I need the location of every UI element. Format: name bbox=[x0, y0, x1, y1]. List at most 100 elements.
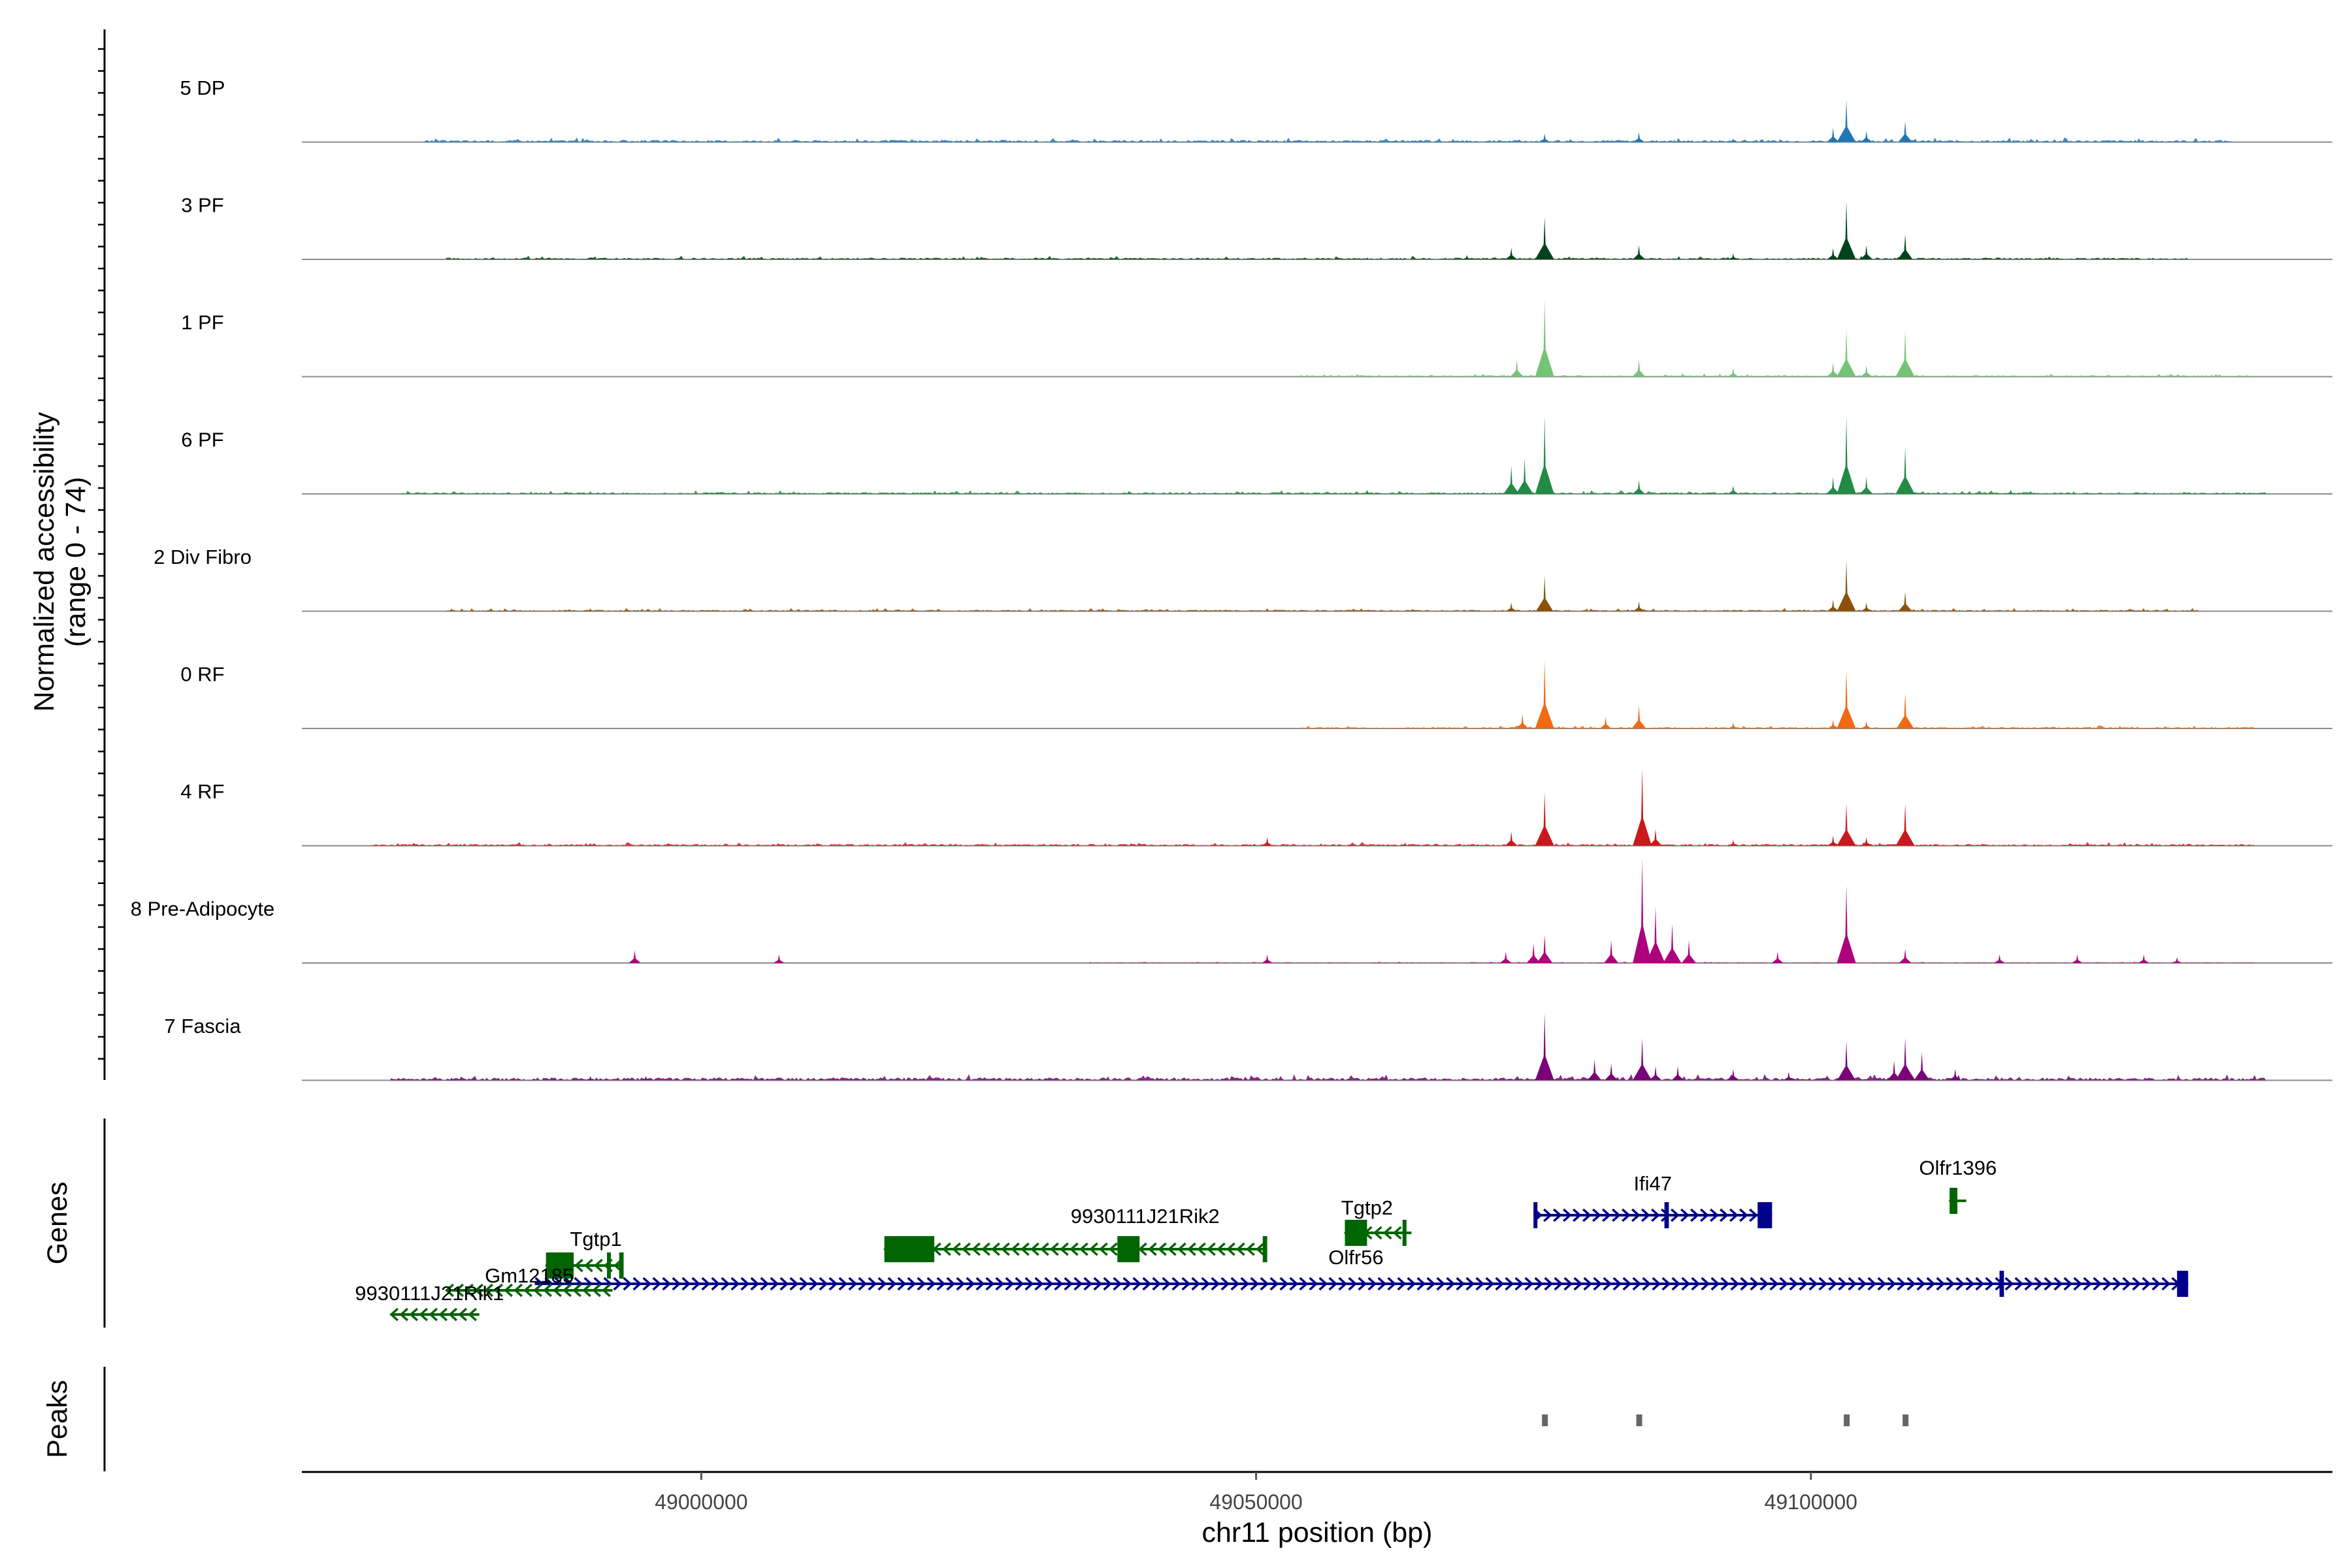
gene-label: Tgtp2 bbox=[1341, 1196, 1393, 1219]
track-peak bbox=[1859, 477, 1873, 494]
track-background-signal bbox=[1300, 725, 2255, 728]
track-peak bbox=[2005, 489, 2016, 494]
track-peak bbox=[1827, 127, 1840, 142]
track-peak bbox=[1535, 299, 1554, 377]
track-peak bbox=[640, 1076, 651, 1081]
gene-label: Olfr56 bbox=[1328, 1246, 1383, 1269]
track-peak bbox=[1633, 601, 1645, 612]
track-label: 7 Fascia bbox=[164, 1015, 241, 1037]
x-axis-ticks: 49000000 49050000 49100000 bbox=[655, 1472, 1857, 1514]
gene-9930111j21rik2: 9930111J21Rik2 bbox=[883, 1205, 1267, 1262]
track-peak bbox=[1898, 591, 1912, 612]
track-peak bbox=[1837, 885, 1856, 963]
track-peak bbox=[1535, 217, 1554, 259]
gene-exon bbox=[1999, 1271, 2004, 1297]
track-background-signal bbox=[390, 1074, 2266, 1081]
track-peak bbox=[2172, 957, 2183, 963]
track-peak bbox=[1887, 1060, 1901, 1081]
track-peak bbox=[1633, 768, 1652, 846]
track-label: 2 Div Fibro bbox=[154, 546, 252, 568]
track-peak bbox=[1895, 330, 1915, 377]
track-peak bbox=[1663, 923, 1682, 963]
track-peak bbox=[1526, 943, 1541, 963]
track-peak bbox=[446, 608, 457, 612]
track-background-signal bbox=[423, 137, 2233, 142]
track-peak bbox=[1503, 465, 1520, 494]
track-peak bbox=[1262, 955, 1273, 963]
strand-arrows bbox=[389, 1307, 478, 1322]
gene-exon bbox=[2177, 1271, 2189, 1297]
x-tick-label: 49100000 bbox=[1765, 1490, 1857, 1514]
track-peak bbox=[1499, 951, 1512, 963]
track-peak bbox=[1860, 131, 1872, 142]
track-label: 3 PF bbox=[181, 194, 223, 217]
gene-olfr1396: Olfr1396 bbox=[1919, 1156, 1997, 1214]
track-7-fascia: 7 Fascia bbox=[164, 1012, 2332, 1081]
track-peak bbox=[1826, 477, 1840, 494]
track-peak bbox=[1994, 955, 2005, 963]
track-peak bbox=[773, 955, 785, 963]
track-peak bbox=[1727, 840, 1739, 846]
track-peak bbox=[1510, 359, 1524, 377]
track-peak bbox=[585, 491, 596, 494]
gene-label: Gm12185 bbox=[485, 1264, 574, 1287]
track-peak bbox=[1671, 1066, 1684, 1081]
track-peak bbox=[1587, 1059, 1602, 1081]
y-axis-ticks bbox=[98, 48, 105, 1060]
track-peak bbox=[1633, 1037, 1652, 1081]
track-3-pf: 3 PF bbox=[181, 194, 2332, 260]
gene-gm12185: Gm12185 bbox=[445, 1264, 613, 1298]
gene-label: Ifi47 bbox=[1633, 1172, 1672, 1195]
gene-exon bbox=[1262, 1236, 1267, 1262]
track-peak bbox=[1827, 248, 1839, 259]
gene-exon bbox=[1757, 1202, 1772, 1228]
peaks-panel-title: Peaks bbox=[42, 1380, 73, 1458]
track-background-signal bbox=[1300, 373, 2255, 377]
track-peak bbox=[1837, 99, 1856, 142]
gene-label: 9930111J21Rik1 bbox=[355, 1282, 504, 1305]
track-peak bbox=[1462, 255, 1472, 259]
peak-region bbox=[1542, 1414, 1548, 1426]
gene-exon bbox=[619, 1252, 624, 1279]
x-axis-title: chr11 position (bp) bbox=[1202, 1517, 1433, 1548]
track-background-signal bbox=[1089, 962, 2255, 963]
peak-region bbox=[1636, 1414, 1642, 1426]
gene-exon bbox=[1664, 1202, 1669, 1228]
track-peak bbox=[1949, 1069, 1961, 1081]
track-peak bbox=[1837, 560, 1856, 612]
track-peak bbox=[1771, 951, 1784, 963]
track-2-div-fibro: 2 Div Fibro bbox=[154, 546, 2332, 612]
track-peak bbox=[1631, 706, 1646, 728]
track-6-pf: 6 PF bbox=[181, 416, 2332, 495]
track-peak bbox=[1633, 480, 1645, 494]
track-peak bbox=[1505, 602, 1517, 612]
track-peak bbox=[1837, 669, 1856, 728]
track-8-pre-adipocyte: 8 Pre-Adipocyte bbox=[131, 858, 2332, 964]
track-peak bbox=[1727, 253, 1739, 259]
track-peak bbox=[1646, 906, 1665, 963]
gene-layer: Olfr1396 Ifi47 Tgtp2 9930111J21Rik2 Tgtp1 Olf… bbox=[355, 1156, 2189, 1322]
track-peak bbox=[1605, 1063, 1618, 1081]
track-peak bbox=[1898, 121, 1912, 142]
gene-exon bbox=[1950, 1188, 1957, 1214]
track-peak bbox=[446, 1077, 457, 1081]
track-peak bbox=[2138, 955, 2149, 963]
track-peak bbox=[1535, 792, 1554, 846]
track-peak bbox=[1897, 234, 1913, 259]
track-peak bbox=[585, 608, 596, 612]
track-peak bbox=[1633, 132, 1645, 142]
track-background-signal bbox=[446, 255, 2189, 259]
peak-region bbox=[1903, 1414, 1909, 1426]
gene-exon bbox=[1402, 1220, 1407, 1246]
track-label: 0 RF bbox=[180, 663, 224, 686]
gene-exon bbox=[1117, 1236, 1140, 1262]
track-0-rf: 0 RF bbox=[180, 661, 2332, 729]
track-peak bbox=[1516, 458, 1533, 494]
track-label: 8 Pre-Adipocyte bbox=[131, 898, 275, 921]
track-peak bbox=[1827, 600, 1839, 612]
track-background-signal bbox=[446, 608, 2200, 612]
track-peak bbox=[1516, 714, 1529, 728]
track-peak bbox=[1727, 1069, 1739, 1081]
gene-exon bbox=[1533, 1202, 1538, 1228]
track-peak bbox=[1632, 359, 1646, 377]
